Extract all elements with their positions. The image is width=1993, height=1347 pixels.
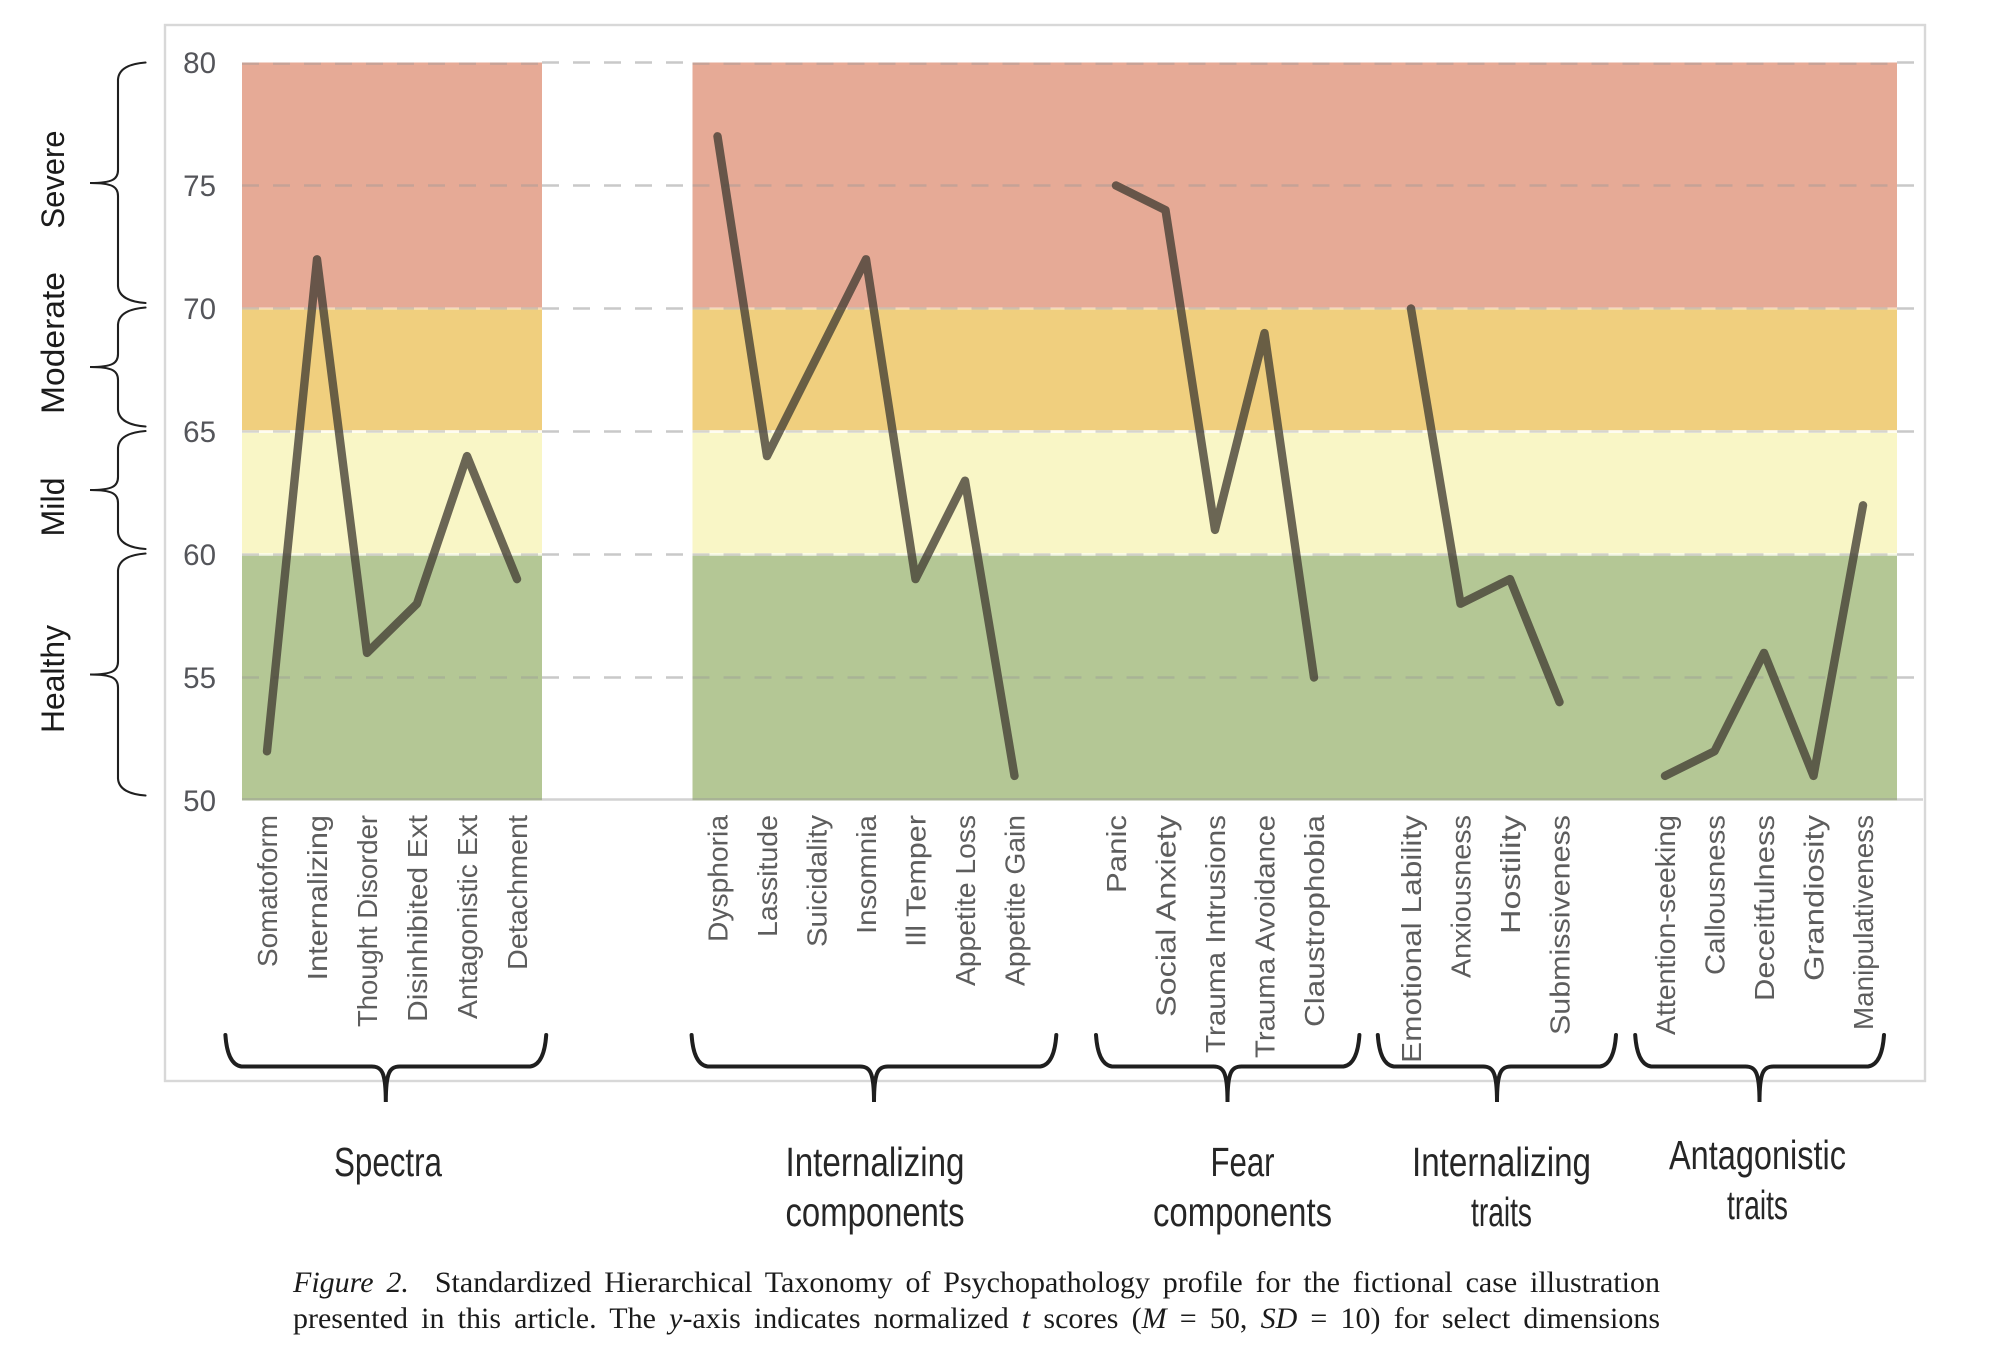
svg-text:Panic: Panic bbox=[1101, 815, 1132, 893]
svg-text:components: components bbox=[1153, 1189, 1332, 1235]
svg-text:Spectra: Spectra bbox=[334, 1139, 442, 1185]
svg-text:Deceitfulness: Deceitfulness bbox=[1749, 815, 1780, 1001]
svg-text:Detachment: Detachment bbox=[502, 815, 533, 970]
svg-text:Callousness: Callousness bbox=[1700, 815, 1731, 975]
svg-text:Disinhibited Ext: Disinhibited Ext bbox=[402, 815, 433, 1022]
svg-text:80: 80 bbox=[183, 47, 216, 80]
svg-text:Grandiosity: Grandiosity bbox=[1799, 815, 1830, 981]
svg-text:traits: traits bbox=[1727, 1182, 1788, 1228]
svg-text:Dysphoria: Dysphoria bbox=[703, 815, 734, 942]
svg-text:Attention-seeking: Attention-seeking bbox=[1650, 815, 1681, 1035]
svg-text:Emotional Lability: Emotional Lability bbox=[1396, 815, 1427, 1063]
svg-text:65: 65 bbox=[183, 416, 216, 449]
svg-text:Moderate: Moderate bbox=[35, 272, 71, 414]
svg-text:70: 70 bbox=[183, 293, 216, 326]
svg-text:Claustrophobia: Claustrophobia bbox=[1299, 815, 1330, 1027]
svg-text:Appetite Loss: Appetite Loss bbox=[950, 815, 981, 986]
svg-text:Internalizing: Internalizing bbox=[1412, 1139, 1591, 1185]
svg-text:Severe: Severe bbox=[35, 131, 71, 229]
svg-text:Insomnia: Insomnia bbox=[851, 815, 882, 934]
svg-text:Mild: Mild bbox=[35, 478, 71, 537]
svg-text:Thought Disorder: Thought Disorder bbox=[352, 815, 383, 1027]
svg-text:Manipulativeness: Manipulativeness bbox=[1848, 815, 1879, 1030]
svg-text:Appetite Gain: Appetite Gain bbox=[1000, 815, 1031, 986]
svg-text:Submissiveness: Submissiveness bbox=[1545, 815, 1576, 1035]
svg-text:Healthy: Healthy bbox=[35, 625, 71, 733]
svg-text:Ill Temper: Ill Temper bbox=[901, 815, 932, 947]
svg-text:Somatoform: Somatoform bbox=[252, 815, 283, 967]
svg-text:Internalizing: Internalizing bbox=[786, 1139, 965, 1185]
svg-text:55: 55 bbox=[183, 662, 216, 695]
svg-text:60: 60 bbox=[183, 539, 216, 572]
svg-text:Trauma Avoidance: Trauma Avoidance bbox=[1250, 815, 1281, 1058]
svg-text:Anxiousness: Anxiousness bbox=[1446, 815, 1477, 978]
svg-text:50: 50 bbox=[183, 785, 216, 818]
svg-text:Antagonistic: Antagonistic bbox=[1669, 1132, 1846, 1178]
svg-text:components: components bbox=[786, 1189, 965, 1235]
svg-text:Social Anxiety: Social Anxiety bbox=[1151, 815, 1182, 1017]
svg-text:traits: traits bbox=[1471, 1189, 1532, 1235]
svg-text:75: 75 bbox=[183, 170, 216, 203]
svg-text:Hostility: Hostility bbox=[1495, 815, 1526, 934]
svg-text:Trauma Intrusions: Trauma Intrusions bbox=[1200, 815, 1231, 1053]
svg-text:Suicidality: Suicidality bbox=[802, 815, 833, 947]
svg-text:Fear: Fear bbox=[1211, 1139, 1275, 1185]
svg-text:Internalizing: Internalizing bbox=[302, 815, 333, 981]
svg-text:Lassitude: Lassitude bbox=[752, 815, 783, 937]
svg-text:Antagonistic Ext: Antagonistic Ext bbox=[452, 815, 483, 1019]
